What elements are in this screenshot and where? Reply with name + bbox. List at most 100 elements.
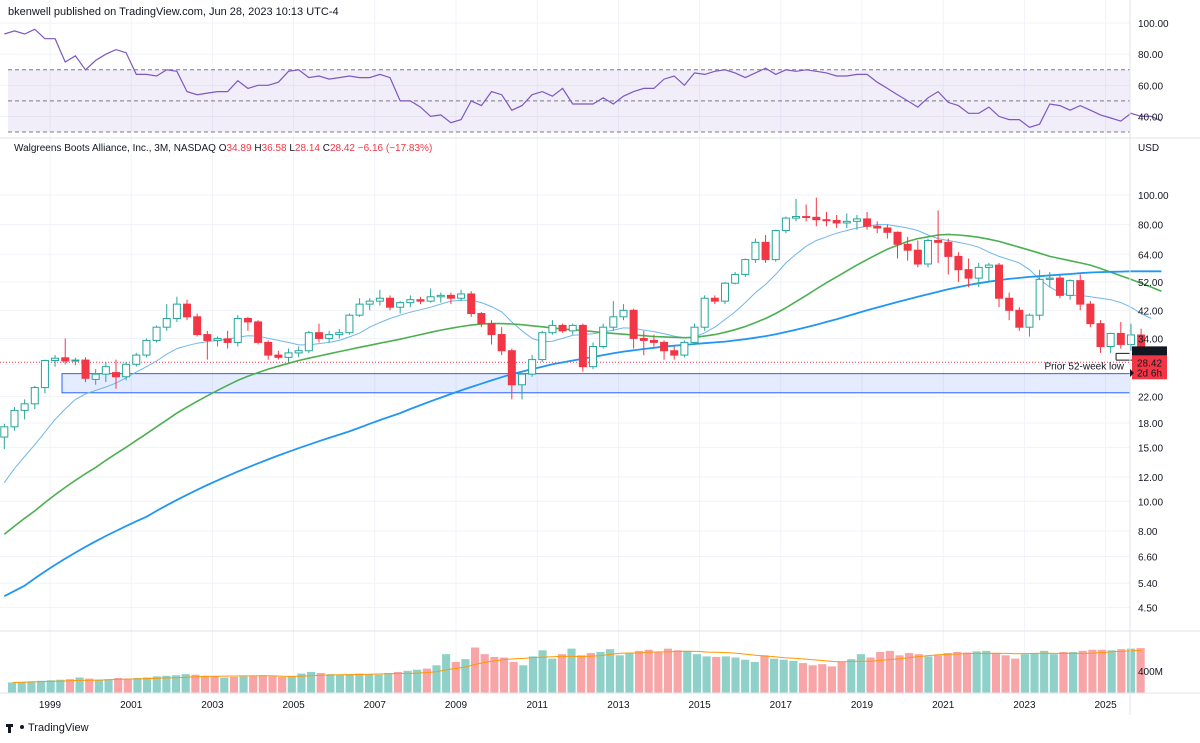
candle[interactable] — [264, 340, 273, 360]
candle[interactable] — [1126, 323, 1135, 351]
candle[interactable] — [680, 340, 689, 358]
candle[interactable] — [477, 311, 486, 328]
candle[interactable] — [1005, 292, 1014, 321]
candle[interactable] — [974, 262, 983, 288]
candle[interactable] — [1055, 274, 1064, 299]
candle[interactable] — [923, 238, 932, 268]
candle[interactable] — [995, 262, 1004, 308]
candle[interactable] — [619, 304, 628, 321]
candle[interactable] — [223, 330, 232, 349]
candle[interactable] — [1116, 321, 1125, 349]
candle[interactable] — [152, 325, 161, 343]
candle[interactable] — [731, 272, 740, 285]
candle[interactable] — [40, 359, 49, 394]
candle[interactable] — [71, 357, 80, 366]
candle[interactable] — [274, 350, 283, 360]
candle[interactable] — [934, 210, 943, 263]
candle[interactable] — [132, 352, 141, 367]
candle[interactable] — [558, 323, 567, 333]
candle[interactable] — [528, 355, 537, 377]
candle[interactable] — [396, 301, 405, 314]
candle[interactable] — [446, 292, 455, 305]
candle[interactable] — [1045, 272, 1054, 288]
candle[interactable] — [294, 346, 303, 358]
candle[interactable] — [842, 213, 851, 228]
candle[interactable] — [741, 258, 750, 277]
candle[interactable] — [335, 329, 344, 339]
candle[interactable] — [710, 295, 719, 305]
candle[interactable] — [873, 221, 882, 234]
candle[interactable] — [954, 252, 963, 282]
candle[interactable] — [325, 330, 334, 343]
candle[interactable] — [426, 288, 435, 303]
candle[interactable] — [81, 357, 90, 383]
candle[interactable] — [863, 211, 872, 230]
candle[interactable] — [91, 369, 100, 385]
candle[interactable] — [903, 236, 912, 261]
candle[interactable] — [690, 323, 699, 345]
candle[interactable] — [629, 308, 638, 349]
candle[interactable] — [1076, 274, 1085, 311]
candle[interactable] — [467, 291, 476, 317]
candle[interactable] — [30, 385, 39, 410]
candle[interactable] — [609, 301, 618, 331]
candle[interactable] — [314, 323, 323, 343]
candle[interactable] — [172, 296, 181, 322]
candle[interactable] — [203, 330, 212, 360]
candle[interactable] — [751, 238, 760, 263]
candle[interactable] — [913, 240, 922, 268]
candle[interactable] — [761, 234, 770, 263]
candle[interactable] — [548, 320, 557, 335]
candle[interactable] — [538, 330, 547, 362]
candle[interactable] — [639, 330, 648, 356]
candle[interactable] — [284, 348, 293, 362]
candle[interactable] — [700, 295, 709, 331]
candle[interactable] — [243, 316, 252, 331]
candle[interactable] — [457, 289, 466, 302]
candle[interactable] — [1025, 313, 1034, 337]
candle[interactable] — [944, 238, 953, 275]
candle[interactable] — [375, 289, 384, 306]
candle[interactable] — [568, 323, 577, 335]
candle[interactable] — [101, 361, 110, 383]
candle[interactable] — [771, 229, 780, 262]
candle[interactable] — [720, 281, 729, 305]
candle[interactable] — [386, 295, 395, 311]
candle[interactable] — [233, 315, 242, 347]
candle[interactable] — [964, 258, 973, 288]
candle[interactable] — [20, 399, 29, 420]
candle[interactable] — [578, 323, 587, 372]
candle[interactable] — [436, 292, 445, 303]
candle[interactable] — [517, 373, 526, 400]
candle[interactable] — [162, 304, 171, 331]
candle[interactable] — [1086, 301, 1095, 328]
candle[interactable] — [61, 338, 70, 365]
candle[interactable] — [1035, 269, 1044, 321]
candle[interactable] — [51, 355, 60, 367]
candle[interactable] — [670, 346, 679, 360]
candle[interactable] — [1096, 320, 1105, 353]
candle[interactable] — [1015, 307, 1024, 331]
candle[interactable] — [355, 298, 364, 317]
candle[interactable] — [0, 423, 9, 450]
candle[interactable] — [812, 197, 821, 227]
candle[interactable] — [497, 327, 506, 356]
candle[interactable] — [345, 313, 354, 335]
candle[interactable] — [183, 299, 192, 321]
candle[interactable] — [781, 216, 790, 234]
candle[interactable] — [213, 336, 222, 347]
candle[interactable] — [406, 295, 415, 308]
candle[interactable] — [365, 298, 374, 311]
candle[interactable] — [487, 320, 496, 345]
candle[interactable] — [507, 348, 516, 400]
candle[interactable] — [599, 323, 608, 349]
candle[interactable] — [660, 340, 669, 360]
candle[interactable] — [649, 334, 658, 347]
candle[interactable] — [883, 224, 892, 239]
tradingview-logo[interactable]: TradingView — [6, 722, 89, 734]
candle[interactable] — [254, 320, 263, 345]
candle[interactable] — [589, 342, 598, 370]
candle[interactable] — [1106, 332, 1115, 353]
candle[interactable] — [984, 262, 993, 282]
